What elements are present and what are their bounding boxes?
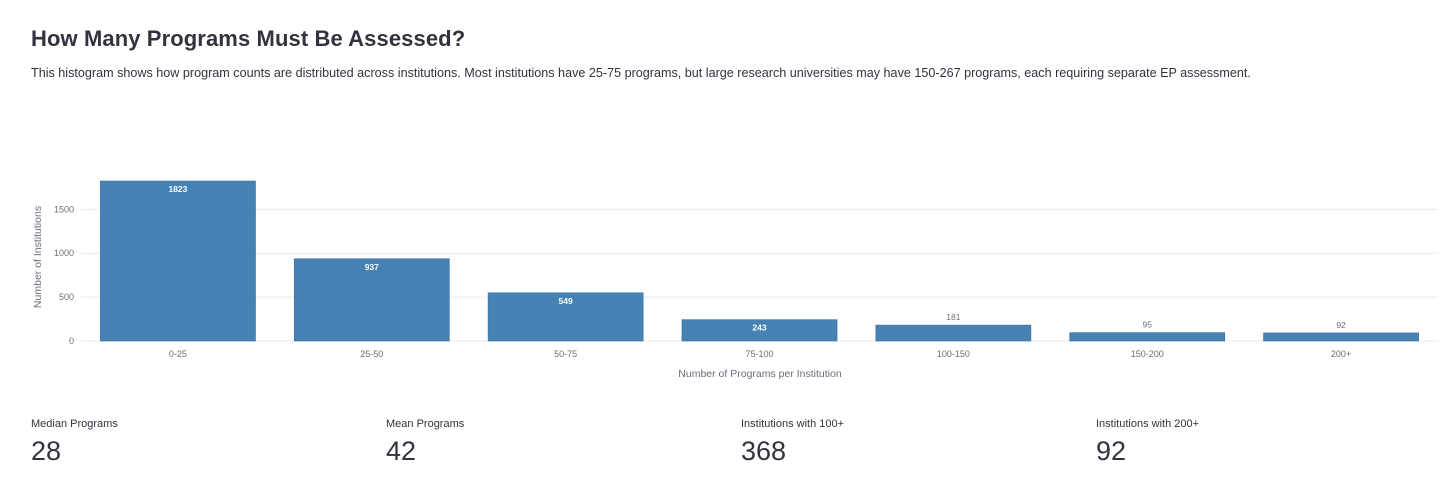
bar-100-150 <box>875 324 1032 342</box>
metric-institutions-100-plus: Institutions with 100+ 368 <box>741 418 844 465</box>
metric-value: 42 <box>386 436 417 466</box>
bar-75-100 <box>681 319 838 342</box>
y-tick-label: 500 <box>59 292 74 302</box>
bar-0-25 <box>100 180 256 342</box>
bar-value-label: 1823 <box>168 184 187 194</box>
bar-value-label: 937 <box>365 262 379 272</box>
bar-value-label: 243 <box>752 323 766 333</box>
bar-50-75 <box>487 292 644 342</box>
bar-25-50 <box>293 258 450 342</box>
x-tick-label: 75-100 <box>745 349 773 359</box>
metric-label: Institutions with 200+ <box>1096 418 1200 430</box>
x-tick-label: 50-75 <box>554 349 577 359</box>
metric-label: Institutions with 100+ <box>741 418 845 430</box>
page-title: How Many Programs Must Be Assessed? <box>31 26 466 51</box>
bar-value-label: 549 <box>559 296 573 306</box>
x-tick-label: 0-25 <box>169 349 187 359</box>
metric-institutions-200-plus: Institutions with 200+ 92 <box>1096 418 1199 465</box>
y-tick-label: 0 <box>69 336 74 346</box>
y-tick-label: 1500 <box>54 204 74 214</box>
x-tick-label: 100-150 <box>937 349 970 359</box>
bar-value-label: 181 <box>946 312 960 322</box>
metric-label: Median Programs <box>31 418 118 430</box>
metric-value: 368 <box>741 436 787 466</box>
bar-value-label: 92 <box>1336 320 1346 330</box>
y-tick-label: 1000 <box>54 248 74 258</box>
bar-200+ <box>1263 332 1419 342</box>
y-axis-title: Number of Institutions <box>32 206 44 308</box>
x-axis-ticks: 0-25 25-50 50-75 75-100 100-150 150-200 200+ <box>169 349 1351 359</box>
x-tick-label: 150-200 <box>1131 349 1164 359</box>
bar-150-200 <box>1069 332 1226 342</box>
x-tick-label: 25-50 <box>360 349 383 359</box>
metric-value: 92 <box>1096 436 1127 466</box>
metric-value: 28 <box>31 436 62 466</box>
y-axis-ticks: 0 500 1000 1500 <box>54 204 74 346</box>
histogram-chart: 0 500 1000 1500 1823 937 549 243 181 95 92 0-25 25… <box>32 180 1438 380</box>
x-axis-title: Number of Programs per Institution <box>678 368 842 380</box>
bar-value-label: 95 <box>1142 320 1152 330</box>
metric-mean-programs: Mean Programs 42 <box>386 418 464 465</box>
metric-label: Mean Programs <box>386 418 465 430</box>
metric-median-programs: Median Programs 28 <box>31 418 118 465</box>
page-description: This histogram shows how program counts … <box>31 66 1251 80</box>
bars: 1823 937 549 243 181 95 92 <box>100 180 1419 342</box>
x-tick-label: 200+ <box>1331 349 1351 359</box>
